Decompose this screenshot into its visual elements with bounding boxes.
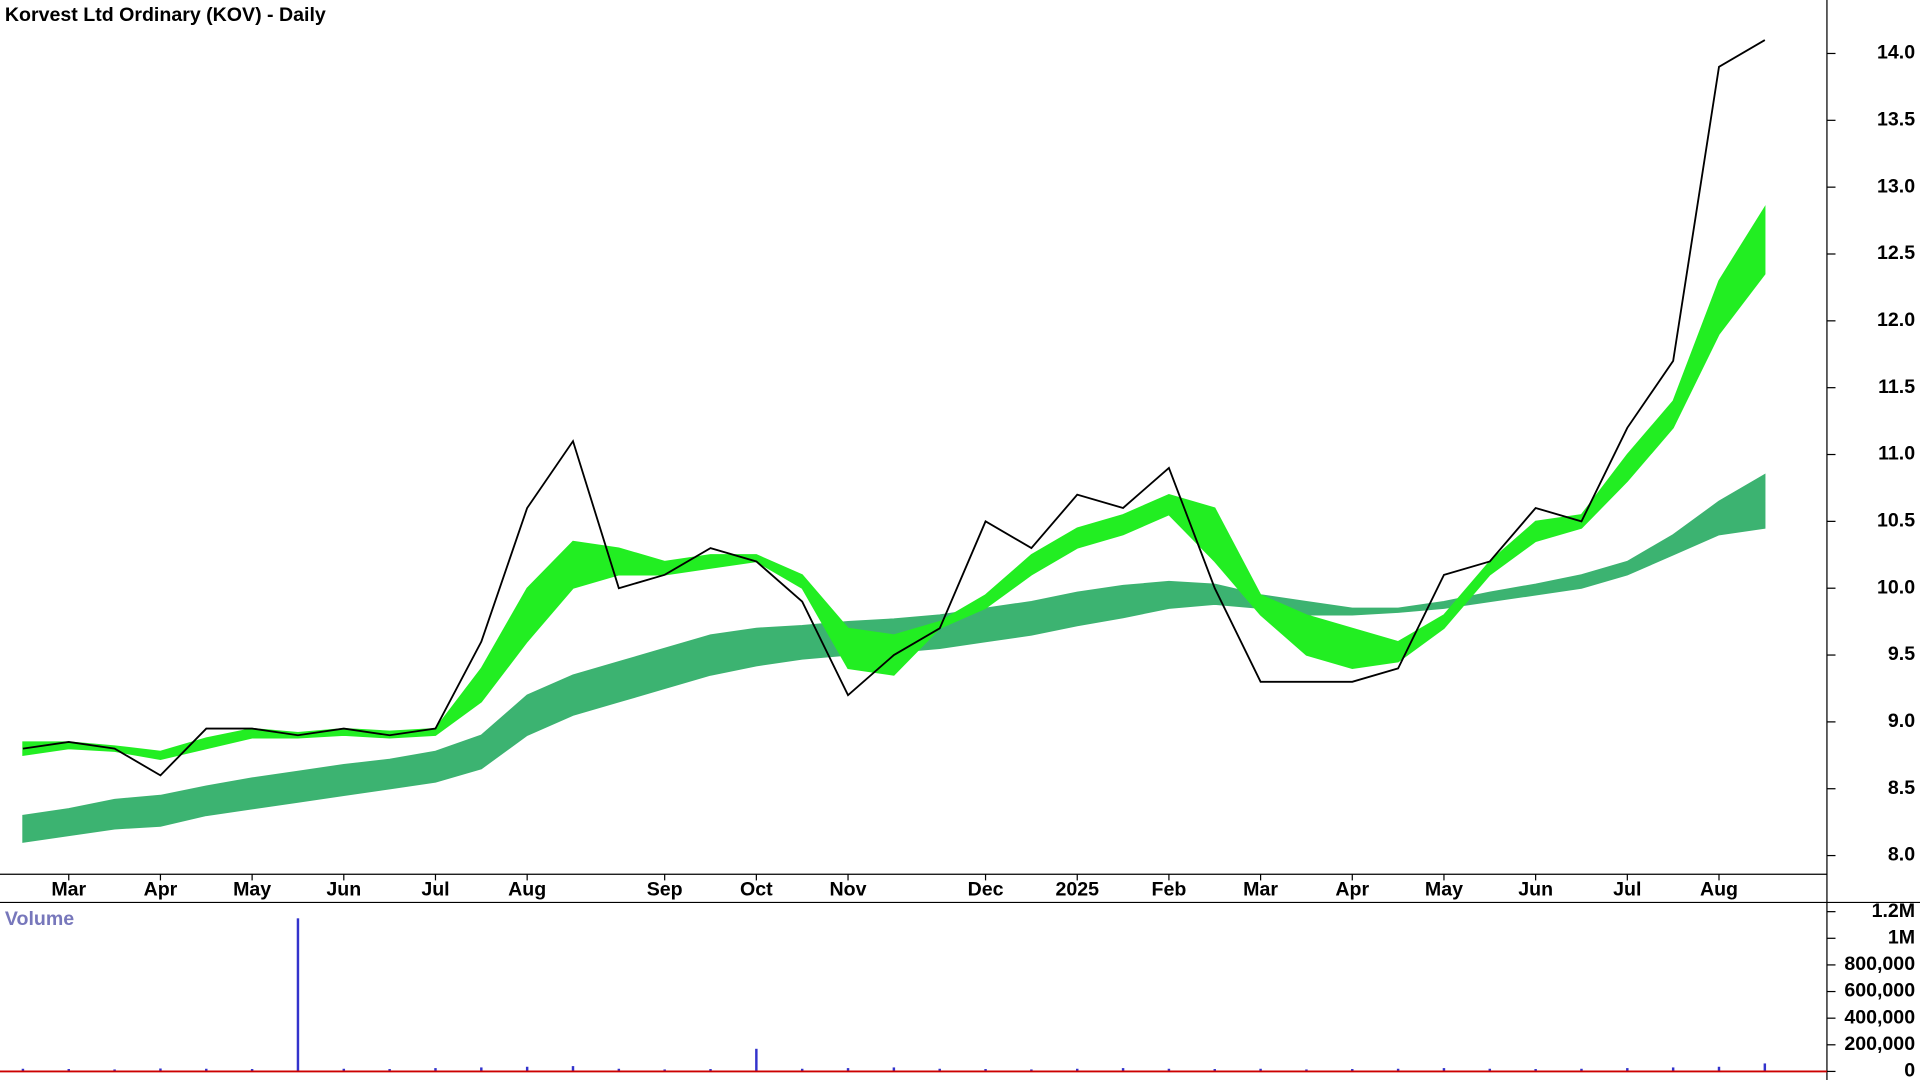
volume-bar [571, 1066, 575, 1072]
volume-bar [846, 1068, 850, 1072]
volume-bar [755, 1048, 758, 1072]
volume-bar [800, 1068, 804, 1072]
volume-bar [663, 1069, 666, 1072]
volume-bar [1167, 1068, 1171, 1072]
volume-title: Volume [5, 908, 74, 930]
price-line [22, 39, 1766, 777]
volume-bar [159, 1068, 162, 1072]
y-tick-label: 0 [1904, 1060, 1915, 1080]
x-tick-label: May [233, 878, 271, 900]
x-tick-label: Jun [326, 878, 361, 900]
volume-bar [1671, 1067, 1675, 1072]
x-tick-label: Jul [421, 878, 449, 900]
y-tick-label: 1.2M [1872, 900, 1916, 922]
volume-bar [250, 1069, 254, 1072]
x-tick-label: Apr [1335, 878, 1369, 900]
y-tick-label: 14.0 [1877, 42, 1915, 64]
y-tick-label: 9.0 [1888, 710, 1915, 732]
y-tick-label: 400,000 [1844, 1006, 1915, 1028]
volume-bar [21, 1068, 25, 1072]
y-tick-label: 8.5 [1888, 777, 1915, 799]
volume-bar [1488, 1068, 1492, 1072]
x-tick-label: Feb [1152, 878, 1187, 900]
volume-bar [113, 1069, 116, 1072]
y-tick-label: 11.0 [1878, 443, 1915, 465]
volume-bar [1121, 1068, 1125, 1072]
x-tick-label: Mar [1243, 878, 1278, 900]
volume-bar [296, 918, 300, 1072]
volume-bar [1534, 1069, 1537, 1072]
x-tick-label: May [1425, 878, 1463, 900]
y-tick-label: 9.5 [1888, 643, 1915, 665]
x-tick-label: Aug [508, 878, 546, 900]
x-tick-label: Jul [1613, 878, 1641, 900]
volume-bar [1259, 1068, 1262, 1072]
volume-bar [709, 1069, 712, 1072]
y-tick-label: 8.0 [1888, 844, 1915, 866]
volume-bar [1580, 1068, 1583, 1072]
y-tick-label: 13.5 [1877, 108, 1915, 130]
volume-bar [1763, 1063, 1767, 1072]
volume-bar [1030, 1069, 1033, 1072]
x-tick-label: Mar [51, 878, 86, 900]
volume-bar [892, 1067, 896, 1072]
y-tick-label: 600,000 [1844, 980, 1915, 1002]
x-tick-label: Aug [1700, 878, 1738, 900]
volume-bar [1351, 1069, 1354, 1072]
volume-bar [480, 1067, 483, 1072]
volume-bar [67, 1069, 70, 1072]
volume-bar [388, 1069, 391, 1072]
y-tick-label: 1M [1888, 926, 1915, 948]
volume-bar [938, 1068, 941, 1072]
x-tick-label: Nov [830, 878, 867, 900]
y-tick-label: 13.0 [1877, 175, 1915, 197]
volume-bar [1442, 1068, 1446, 1072]
y-tick-label: 12.0 [1877, 309, 1915, 331]
x-tick-label: Jun [1518, 878, 1553, 900]
x-tick-label: 2025 [1055, 878, 1099, 900]
y-tick-label: 800,000 [1844, 953, 1915, 975]
y-tick-label: 12.5 [1877, 242, 1915, 264]
y-tick-label: 200,000 [1844, 1033, 1915, 1055]
volume-bar [1396, 1068, 1400, 1072]
x-tick-label: Sep [647, 878, 683, 900]
volume-bar [525, 1066, 529, 1072]
volume-bar [1305, 1069, 1308, 1072]
volume-bar [1076, 1068, 1079, 1072]
volume-bar [342, 1068, 346, 1072]
volume-bar [984, 1069, 987, 1072]
volume-bar [617, 1068, 621, 1072]
y-tick-label: 10.0 [1877, 576, 1915, 598]
volume-bar [1213, 1069, 1216, 1072]
volume-bar [434, 1068, 437, 1072]
x-tick-label: Dec [968, 878, 1004, 900]
x-tick-label: Apr [144, 878, 178, 900]
gmma-band [22, 205, 1766, 760]
volume-bar [205, 1068, 208, 1072]
gmma-band [22, 473, 1766, 843]
y-tick-label: 10.5 [1877, 510, 1915, 532]
x-tick-label: Oct [740, 878, 773, 900]
y-tick-label: 11.5 [1878, 376, 1915, 398]
volume-bar [1626, 1068, 1629, 1072]
chart-title: Korvest Ltd Ordinary (KOV) - Daily [5, 4, 326, 26]
volume-bar [1717, 1066, 1721, 1072]
